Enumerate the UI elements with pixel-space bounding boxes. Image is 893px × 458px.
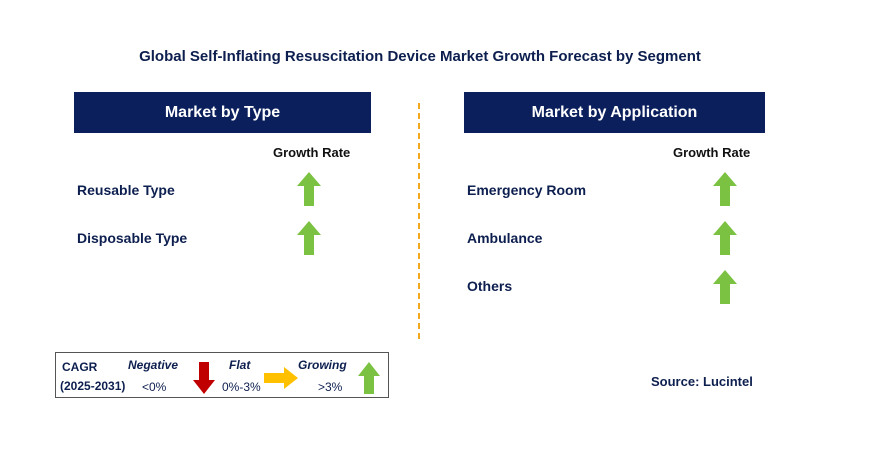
- application-row-label-ambulance: Ambulance: [467, 230, 543, 246]
- growing-arrow-icon: [297, 172, 321, 206]
- green-up-arrow-icon: [358, 362, 380, 394]
- legend-period: (2025-2031): [60, 379, 126, 393]
- application-row-label-emergency-room: Emergency Room: [467, 182, 587, 198]
- legend-flat-range: 0%-3%: [222, 380, 261, 394]
- legend-negative-label: Negative: [128, 358, 179, 372]
- type-panel-header-label: Market by Type: [164, 103, 281, 121]
- yellow-right-arrow-icon: [264, 367, 298, 389]
- type-growth-rate-label: Growth Rate: [273, 145, 351, 160]
- page-title: Global Self-Inflating Resuscitation Devi…: [139, 48, 701, 65]
- application-panel-header: Market by Application: [464, 92, 765, 133]
- type-panel-header: Market by Type: [74, 92, 371, 133]
- red-down-arrow-icon: [193, 362, 215, 394]
- type-row-label-reusable: Reusable Type: [77, 182, 175, 198]
- legend-growing-range: >3%: [318, 380, 343, 394]
- panel-divider: [418, 103, 420, 339]
- source-label: Source: Lucintel: [651, 374, 753, 389]
- growing-arrow-icon: [713, 221, 737, 255]
- application-row-label-others: Others: [467, 278, 513, 294]
- application-panel-header-label: Market by Application: [531, 103, 698, 121]
- cagr-legend: CAGR (2025-2031) Negative <0% Flat 0%-3%…: [55, 352, 389, 398]
- type-row-label-disposable: Disposable Type: [77, 230, 188, 246]
- growing-arrow-icon: [713, 270, 737, 304]
- application-growth-rate-label: Growth Rate: [673, 145, 751, 160]
- legend-growing-label: Growing: [298, 358, 347, 372]
- legend-cagr-label: CAGR: [62, 360, 98, 374]
- legend-negative-range: <0%: [142, 380, 167, 394]
- growing-arrow-icon: [713, 172, 737, 206]
- growing-arrow-icon: [297, 221, 321, 255]
- legend-flat-label: Flat: [229, 358, 251, 372]
